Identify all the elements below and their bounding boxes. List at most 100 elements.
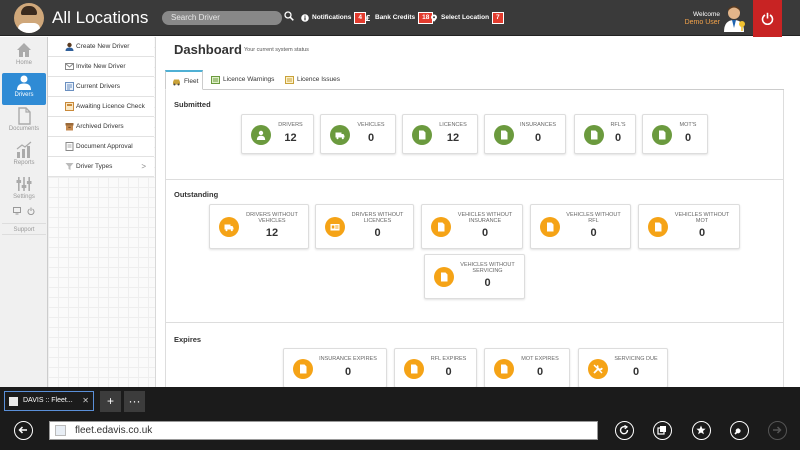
power-icon xyxy=(761,12,774,25)
nav-drivers[interactable]: Drivers xyxy=(2,73,46,105)
tab-licence-warnings[interactable]: Licence Warnings xyxy=(205,70,277,90)
card-label: INSURANCES xyxy=(519,122,557,128)
document-icon xyxy=(547,222,554,232)
page-tools-button[interactable] xyxy=(730,421,749,440)
search-icon[interactable] xyxy=(284,11,294,21)
nav-settings[interactable]: Settings xyxy=(2,175,46,207)
nav-reports-label: Reports xyxy=(13,160,35,166)
fleet-panel: Submitted DRIVERS 12 VEHICLES 0 LICENCES… xyxy=(165,90,784,388)
nav-documents-label: Documents xyxy=(8,126,40,132)
nav-documents[interactable]: Documents xyxy=(2,107,46,139)
new-tab-button[interactable]: + xyxy=(100,391,121,412)
nav-support[interactable]: Support xyxy=(2,223,46,235)
submenu-current-drivers[interactable]: Current Drivers xyxy=(48,77,154,97)
card-vehicles-without-insurance[interactable]: VEHICLES WITHOUT INSURANCE 0 xyxy=(421,204,523,249)
page-title: Dashboard xyxy=(174,42,242,57)
card-icon-circle xyxy=(251,125,271,145)
card-mots[interactable]: MOT'S 0 xyxy=(642,114,708,154)
submenu-driver-types[interactable]: Driver Types > xyxy=(48,157,154,177)
submenu-create-new-driver[interactable]: Create New Driver xyxy=(48,37,154,57)
card-mot-expires[interactable]: MOT EXPIRES 0 xyxy=(484,348,570,388)
card-drivers-without-licences[interactable]: DRIVERS WITHOUT LICENCES 0 xyxy=(315,204,414,249)
card-vehicles-without-servicing[interactable]: VEHICLES WITHOUT SERVICING 0 xyxy=(424,254,525,299)
card-label: VEHICLES WITHOUT SERVICING xyxy=(460,262,515,274)
close-tab-icon[interactable]: ✕ xyxy=(82,396,89,405)
card-label: RFL EXPIRES xyxy=(430,356,467,362)
document-approval-icon xyxy=(65,142,74,151)
address-bar[interactable]: fleet.edavis.co.uk xyxy=(49,421,598,440)
app-title[interactable]: All Locations xyxy=(52,8,149,27)
card-value: 0 xyxy=(484,277,491,289)
card-value: 12 xyxy=(265,227,279,239)
document-icon xyxy=(659,130,666,140)
submenu-awaiting-licence-check[interactable]: Awaiting Licence Check xyxy=(48,97,154,117)
pin-site-button[interactable] xyxy=(653,421,672,440)
submenu-invite-new-driver[interactable]: Invite New Driver xyxy=(48,57,154,77)
card-label: MOT'S xyxy=(679,122,697,128)
select-location-button[interactable]: Select Location 7 xyxy=(430,12,504,24)
nav-reports[interactable]: Reports xyxy=(2,141,46,173)
browser-tab[interactable]: DAVIS :: Fleet... ✕ xyxy=(4,391,94,411)
forward-button[interactable] xyxy=(768,421,787,440)
back-button[interactable] xyxy=(14,421,33,440)
card-drivers[interactable]: DRIVERS 12 xyxy=(241,114,314,154)
card-value: 12 xyxy=(284,132,297,144)
card-rfl-expires[interactable]: RFL EXPIRES 0 xyxy=(394,348,477,388)
card-label: DRIVERS xyxy=(278,122,303,128)
tab-fleet-label: Fleet xyxy=(184,78,199,85)
user-name-link[interactable]: Demo User xyxy=(684,19,720,26)
power-small-icon[interactable] xyxy=(27,207,35,215)
card-drivers-without-vehicles[interactable]: DRIVERS WITHOUT VEHICLES 12 xyxy=(209,204,309,249)
section-expires-title: Expires xyxy=(174,335,202,344)
monitor-icon[interactable] xyxy=(13,207,21,215)
card-vehicles-without-mot[interactable]: VEHICLES WITHOUT MOT 0 xyxy=(638,204,740,249)
favorites-button[interactable] xyxy=(692,421,711,440)
create-driver-icon xyxy=(65,42,74,51)
card-icon-circle xyxy=(540,217,560,237)
documents-icon xyxy=(18,107,31,125)
bank-credits-button[interactable]: £ Bank Credits 18 xyxy=(364,12,434,24)
address-url[interactable]: fleet.edavis.co.uk xyxy=(75,425,153,436)
card-icon-circle xyxy=(494,359,514,379)
card-licences[interactable]: LICENCES 12 xyxy=(402,114,478,154)
submenu-label: Driver Types xyxy=(76,163,113,170)
submenu-document-approval[interactable]: Document Approval xyxy=(48,137,154,157)
card-icon-circle xyxy=(293,359,313,379)
card-insurance-expires[interactable]: INSURANCE EXPIRES 0 xyxy=(283,348,387,388)
tab-fleet[interactable]: Fleet xyxy=(165,70,203,90)
notifications-button[interactable]: Notifications 4 xyxy=(301,12,366,24)
submenu-label: Current Drivers xyxy=(76,83,121,90)
tab-licence-issues[interactable]: Licence Issues xyxy=(279,70,343,90)
card-servicing-due[interactable]: SERVICING DUE 0 xyxy=(578,348,668,388)
submenu-label: Invite New Driver xyxy=(76,63,126,70)
notifications-label: Notifications xyxy=(312,14,352,21)
browser-tab-title: DAVIS :: Fleet... xyxy=(23,397,73,404)
card-value: 12 xyxy=(446,132,460,144)
card-value: 0 xyxy=(534,132,542,144)
top-bar: All Locations Search Driver Notification… xyxy=(0,0,800,36)
card-value: 0 xyxy=(367,132,375,144)
app-logo[interactable] xyxy=(14,3,44,33)
submenu-archived-drivers[interactable]: Archived Drivers xyxy=(48,117,154,137)
star-icon xyxy=(696,425,706,435)
card-label: DRIVERS WITHOUT VEHICLES xyxy=(246,212,298,224)
search-driver-input[interactable]: Search Driver xyxy=(162,11,282,25)
card-vehicles-without-rfl[interactable]: VEHICLES WITHOUT RFL 0 xyxy=(530,204,631,249)
nav-drivers-label: Drivers xyxy=(14,92,34,98)
card-insurances[interactable]: INSURANCES 0 xyxy=(484,114,566,154)
page-subtitle: Your current system status xyxy=(244,47,309,53)
drivers-submenu: Create New Driver Invite New Driver Curr… xyxy=(48,37,156,387)
dashboard-tabs: Fleet Licence Warnings Licence Issues xyxy=(165,70,784,90)
card-vehicles[interactable]: VEHICLES 0 xyxy=(320,114,396,154)
card-icon-circle xyxy=(404,359,424,379)
user-avatar[interactable] xyxy=(722,4,748,32)
location-pin-icon xyxy=(431,14,437,22)
welcome-block: Welcome Demo User xyxy=(685,11,720,27)
card-label: VEHICLES WITHOUT INSURANCE xyxy=(457,212,513,224)
nav-home[interactable]: Home xyxy=(2,41,46,73)
tab-options-button[interactable]: ··· xyxy=(124,391,145,412)
card-rfls[interactable]: RFL'S 0 xyxy=(574,114,636,154)
document-icon xyxy=(300,364,307,374)
notifications-count-badge: 4 xyxy=(354,12,366,24)
refresh-button[interactable] xyxy=(615,421,634,440)
